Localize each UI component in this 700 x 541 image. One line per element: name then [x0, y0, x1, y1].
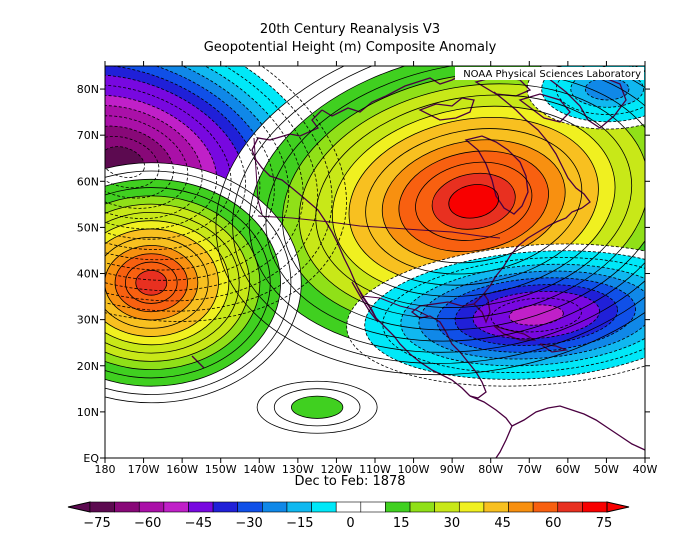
contour-line: [248, 66, 645, 353]
lon-tick-label: 150W: [205, 463, 237, 476]
lon-tick-label: 130W: [282, 463, 314, 476]
contour-line: [472, 290, 600, 340]
coastline-south-america: [469, 395, 645, 458]
lat-tick-label: 60N: [77, 175, 99, 188]
contour-line: [105, 203, 250, 362]
title-line-2: Geopotential Height (m) Composite Anomal…: [203, 40, 497, 55]
title-line-1: 20th Century Reanalysis V3: [259, 22, 441, 37]
lon-tick-label: 110W: [359, 463, 391, 476]
anomaly-band: [448, 184, 499, 219]
anomaly-band: [291, 396, 343, 419]
contour-line: [454, 284, 618, 346]
lon-tick-label: 120W: [320, 463, 352, 476]
anomaly-field: [105, 66, 645, 458]
border-us-mexico: [361, 295, 429, 317]
coastline-hudson-bay: [464, 135, 529, 215]
contour-line: [431, 172, 516, 230]
contour-line: [105, 66, 319, 302]
contour-line: [415, 161, 533, 241]
contour-line: [105, 220, 230, 346]
contour-line: [105, 236, 209, 329]
contour-line: [125, 261, 178, 304]
contour-line: [555, 66, 645, 115]
credit-box: [455, 67, 644, 80]
contour-line: [114, 253, 188, 313]
lat-tick-label: 10N: [77, 406, 99, 419]
lat-tick-label: 50N: [77, 221, 99, 234]
coastline-west-north-america: [251, 69, 471, 397]
contour-line: [135, 269, 168, 296]
contour-line: [382, 257, 645, 373]
contour-line: [508, 304, 564, 326]
lon-tick-label: 170W: [128, 463, 160, 476]
contour-line: [105, 115, 189, 209]
contour-line: [105, 170, 292, 395]
contour-line: [105, 212, 240, 354]
lon-tick-label: 160W: [166, 463, 198, 476]
lon-tick-label: 60W: [555, 463, 580, 476]
contour-line: [348, 116, 599, 286]
anomaly-band: [135, 270, 167, 296]
contour-line: [105, 66, 261, 261]
contour-lines: [105, 66, 645, 434]
contour-line: [256, 380, 378, 434]
lat-tick-label: 40N: [77, 268, 99, 281]
contour-line: [490, 297, 582, 333]
contour-line: [448, 184, 500, 219]
lon-tick-label: 80W: [478, 463, 503, 476]
contour-line: [105, 178, 281, 387]
contour-line: [315, 94, 633, 308]
contour-line: [105, 125, 174, 199]
period-label: Dec to Feb: 1878: [294, 474, 406, 489]
contour-line: [105, 187, 271, 379]
lon-tick-label: 40W: [633, 463, 658, 476]
lon-tick-label: 90W: [440, 463, 465, 476]
contour-line: [105, 162, 302, 404]
contour-line: [400, 263, 645, 367]
lon-tick-label: 100W: [398, 463, 430, 476]
coastline-baja: [351, 281, 379, 323]
contour-line: [584, 77, 630, 101]
coastline-hawaii: [191, 355, 205, 369]
coastline-arctic-islands: [418, 71, 627, 129]
contour-line: [105, 135, 160, 189]
lat-tick-label: 30N: [77, 314, 99, 327]
contour-line: [291, 395, 344, 419]
contour-line: [298, 83, 645, 320]
contour-line: [381, 139, 566, 264]
lon-tick-label: 50W: [594, 463, 619, 476]
contour-line: [105, 66, 347, 322]
contour-line: [105, 195, 261, 371]
lon-tick-label: 140W: [243, 463, 275, 476]
contour-line: [232, 66, 645, 364]
lat-tick-label: 70N: [77, 129, 99, 142]
border-us-canada: [257, 215, 501, 239]
contour-line: [436, 277, 637, 353]
lon-tick-label: 70W: [517, 463, 542, 476]
contour-line: [105, 245, 199, 321]
contour-line: [398, 150, 549, 253]
lon-tick-label: 180: [95, 463, 116, 476]
coastline-northeast: [493, 91, 591, 209]
contour-line: [418, 270, 645, 360]
contour-line: [526, 66, 645, 130]
contour-line: [215, 66, 645, 376]
contour-line: [105, 228, 219, 337]
contour-line: [105, 74, 246, 250]
credit-text: NOAA Physical Sciences Laboratory: [463, 69, 641, 80]
lat-tick-label: 80N: [77, 83, 99, 96]
lat-tick-label: 20N: [77, 360, 99, 373]
contour-line: [365, 128, 583, 275]
contour-line: [346, 243, 645, 387]
contour-line: [105, 94, 218, 230]
coastline-florida: [473, 293, 491, 324]
contour-line: [282, 72, 645, 331]
contour-line: [105, 66, 290, 281]
contour-line: [273, 388, 361, 427]
contour-line: [105, 146, 145, 178]
lat-tick-label: EQ: [83, 452, 99, 465]
